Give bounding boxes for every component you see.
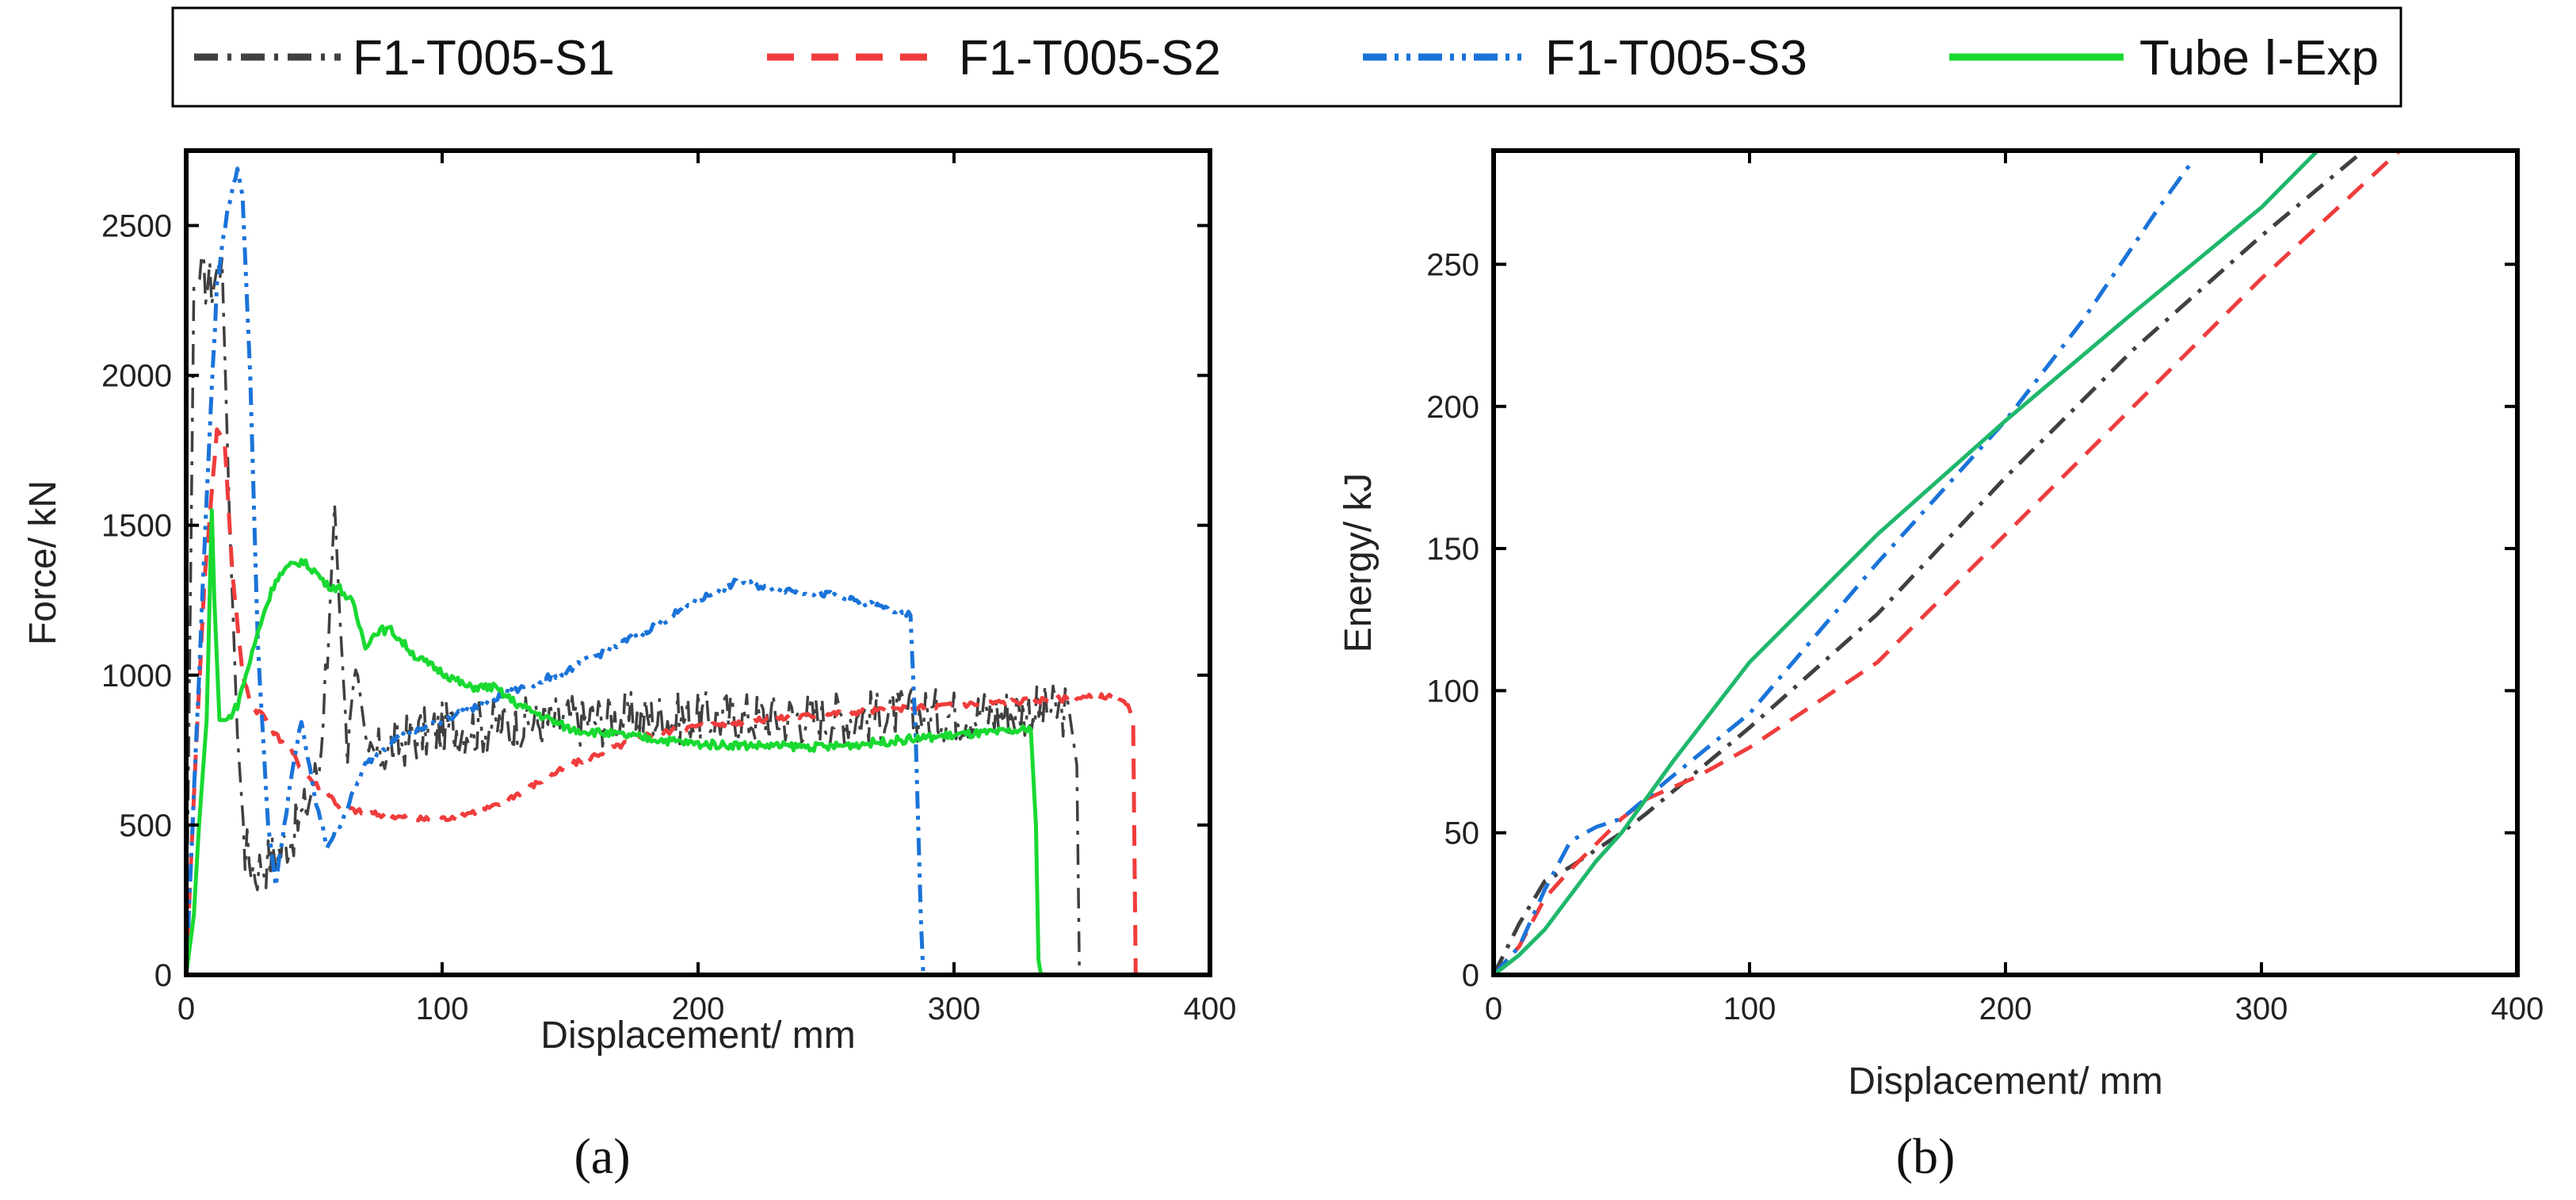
series-f1-t005-s3-line <box>186 166 925 975</box>
chart-a-ylabel: Force/ kN <box>22 480 64 645</box>
x-tick-label: 0 <box>177 992 195 1026</box>
y-tick-label: 50 <box>1444 816 1480 851</box>
chart-b-series <box>1494 151 2402 975</box>
legend-label-s2: F1-T005-S2 <box>959 31 1221 86</box>
y-tick-label: 0 <box>155 958 172 993</box>
series-f1-t005-s1-line <box>186 254 1082 975</box>
series-f1-t005-s2-line <box>1494 151 2402 975</box>
x-tick-label: 100 <box>416 992 469 1026</box>
series-f1-t005-s1-line <box>1494 151 2365 975</box>
x-tick-label: 0 <box>1485 992 1502 1026</box>
chart-b-ylabel: Energy/ kJ <box>1338 473 1380 653</box>
y-tick-label: 1000 <box>101 659 172 694</box>
y-tick-label: 2000 <box>101 359 172 394</box>
chart-b-xlabel: Displacement/ mm <box>1848 1061 2162 1103</box>
series-tube-exp-line <box>1494 151 2319 975</box>
x-tick-label: 200 <box>672 992 725 1026</box>
chart-a-xlabel: Displacement/ mm <box>540 1015 855 1057</box>
y-tick-label: 150 <box>1426 532 1479 567</box>
y-tick-label: 2500 <box>101 209 172 244</box>
chart-a-frame <box>184 148 1212 977</box>
x-tick-label: 400 <box>2491 992 2544 1026</box>
chart-a-ticks: 0 100 200 300 400 0 500 1000 1500 2000 2500 <box>101 151 1236 1026</box>
y-tick-label: 100 <box>1426 674 1479 709</box>
series-tube-exp-line <box>186 508 1057 975</box>
series-f1-t005-s2-line <box>186 427 1138 975</box>
legend-label-s3: F1-T005-S3 <box>1545 31 1807 86</box>
panel-label-b: (b) <box>1896 1128 1956 1184</box>
chart-b: 0 100 200 300 400 0 50 100 150 200 250 Displacemen… <box>1338 148 2544 1103</box>
legend: F1-T005-S1 F1-T005-S2 F1-T005-S3 Tube Ⅰ-… <box>171 6 2402 108</box>
x-tick-label: 300 <box>928 992 981 1026</box>
series-f1-t005-s3-line <box>1494 163 2192 975</box>
chart-b-ticks: 0 100 200 300 400 0 50 100 150 200 250 <box>1426 151 2544 1026</box>
y-tick-label: 250 <box>1426 247 1479 282</box>
x-tick-label: 100 <box>1723 992 1776 1026</box>
y-tick-label: 1500 <box>101 509 172 544</box>
legend-label-exp: Tube Ⅰ-Exp <box>2139 31 2379 86</box>
x-tick-label: 400 <box>1184 992 1237 1026</box>
y-tick-label: 200 <box>1426 390 1479 425</box>
x-tick-label: 300 <box>2235 992 2288 1026</box>
chart-a-series <box>186 166 1138 975</box>
y-tick-label: 500 <box>119 808 172 843</box>
chart-a: 0 100 200 300 400 0 500 1000 1500 2000 2500 Displa… <box>22 148 1236 1057</box>
y-tick-label: 0 <box>1462 958 1479 993</box>
panel-label-a: (a) <box>574 1128 630 1184</box>
x-tick-label: 200 <box>1979 992 2032 1026</box>
chart-b-frame <box>1491 148 2520 977</box>
legend-label-s1: F1-T005-S1 <box>353 31 615 86</box>
